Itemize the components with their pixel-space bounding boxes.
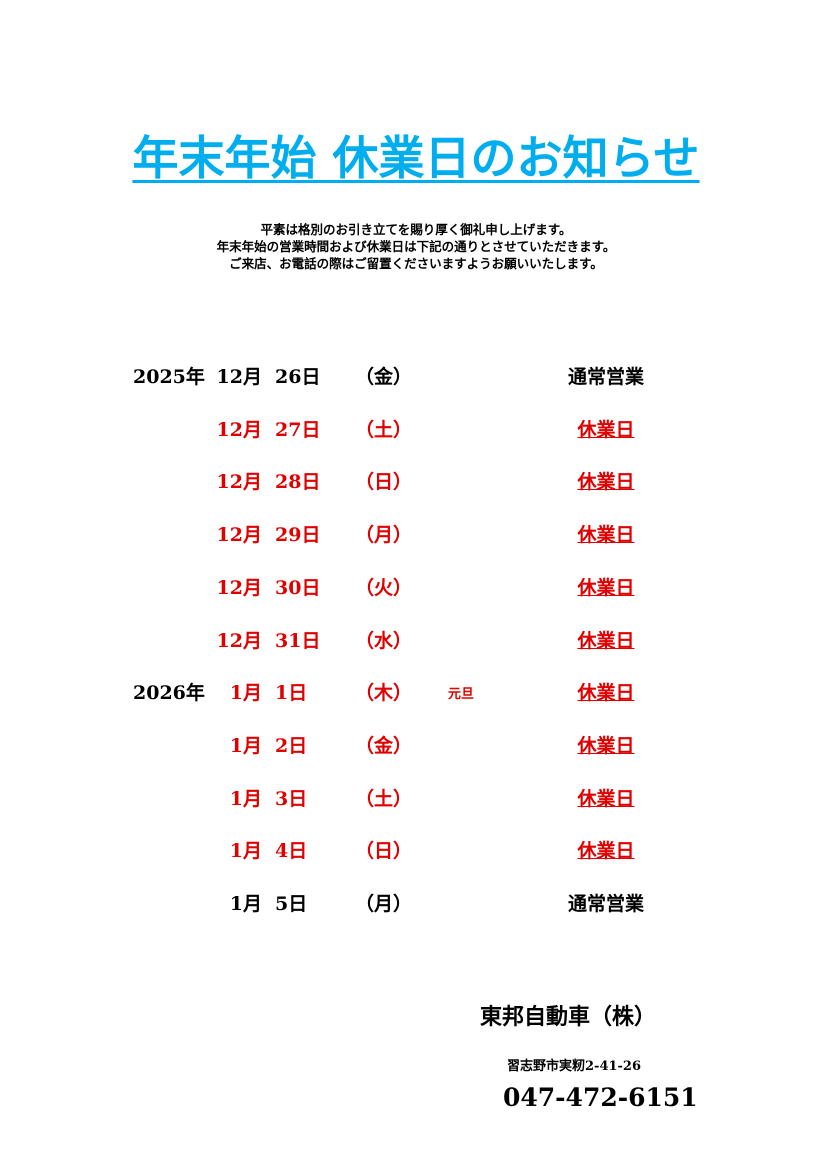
row-month: 1月 [229,840,262,863]
intro-line: 年末年始の営業時間および休業日は下記の通りとさせていただきます。 [216,239,616,254]
row-weekday: （月） [355,893,413,915]
intro-line: ご来店、お電話の際はご留置くださいますようお願いいたします。 [229,256,603,271]
row-status: 通常営業 [567,366,644,388]
row-day: 27日 [275,418,321,441]
row-month: 12月 [216,471,262,494]
schedule-row: 12月 31日 （水） 休業日 [0,626,832,656]
row-month: 1月 [229,682,262,705]
row-status: 休業日 [577,418,635,441]
row-weekday: （土） [355,418,413,441]
row-status: 休業日 [577,840,635,863]
row-status: 通常営業 [567,893,644,915]
row-status: 休業日 [577,576,635,599]
schedule-row: 1月 5日 （月） 通常営業 [0,889,832,919]
schedule-row: 1月 4日 （日） 休業日 [0,836,832,866]
row-month: 12月 [216,366,262,388]
row-status: 休業日 [577,734,635,757]
row-weekday: （水） [355,629,413,652]
row-month: 1月 [229,787,262,810]
schedule-row: 2026年 1月 1日 （木） 元旦 休業日 [0,678,832,708]
row-status: 休業日 [577,787,635,810]
company-address: 習志野市実籾2-41-26 [507,1059,642,1074]
row-status: 休業日 [577,524,635,547]
row-day: 2日 [275,734,308,757]
row-day: 1日 [275,682,308,705]
title-text: 年末年始 休業日のお知らせ [132,131,700,185]
row-weekday: （日） [355,471,413,494]
row-weekday: （土） [355,787,413,810]
schedule-row: 12月 29日 （月） 休業日 [0,520,832,550]
row-weekday: （火） [355,576,413,599]
schedule-row: 1月 3日 （土） 休業日 [0,784,832,814]
row-weekday: （日） [355,840,413,863]
intro-text: 平素は格別のお引き立てを賜り厚く御礼申し上げます。 年末年始の営業時間および休業… [0,221,832,272]
row-month: 1月 [229,893,262,915]
row-day: 28日 [275,471,321,494]
row-status: 休業日 [577,471,635,494]
row-status: 休業日 [577,629,635,652]
row-weekday: （月） [355,524,413,547]
row-year: 2025年 [133,366,205,388]
schedule-row: 12月 28日 （日） 休業日 [0,467,832,497]
row-status: 休業日 [577,682,635,705]
row-weekday: （金） [355,734,413,757]
row-weekday: （金） [355,366,413,388]
row-day: 29日 [275,524,321,547]
company-name: 東邦自動車（株） [480,1004,657,1030]
intro-line: 平素は格別のお引き立てを賜り厚く御礼申し上げます。 [260,222,572,237]
row-day: 5日 [275,893,308,915]
row-day: 3日 [275,787,308,810]
row-month: 12月 [216,418,262,441]
company-phone: 047-472-6151 [503,1083,698,1112]
row-month: 12月 [216,524,262,547]
schedule-row: 12月 30日 （火） 休業日 [0,573,832,603]
row-day: 31日 [275,629,321,652]
schedule-row: 2025年 12月 26日 （金） 通常営業 [0,362,832,392]
row-weekday: （木） [355,682,413,705]
row-day: 4日 [275,840,308,863]
row-month: 1月 [229,734,262,757]
page-title: 年末年始 休業日のお知らせ [0,122,832,188]
row-month: 12月 [216,629,262,652]
row-note: 元旦 [448,687,475,703]
row-month: 12月 [216,576,262,599]
schedule-row: 1月 2日 （金） 休業日 [0,731,832,761]
row-day: 26日 [275,366,321,388]
schedule-row: 12月 27日 （土） 休業日 [0,415,832,445]
row-year: 2026年 [133,682,205,705]
row-day: 30日 [275,576,321,599]
